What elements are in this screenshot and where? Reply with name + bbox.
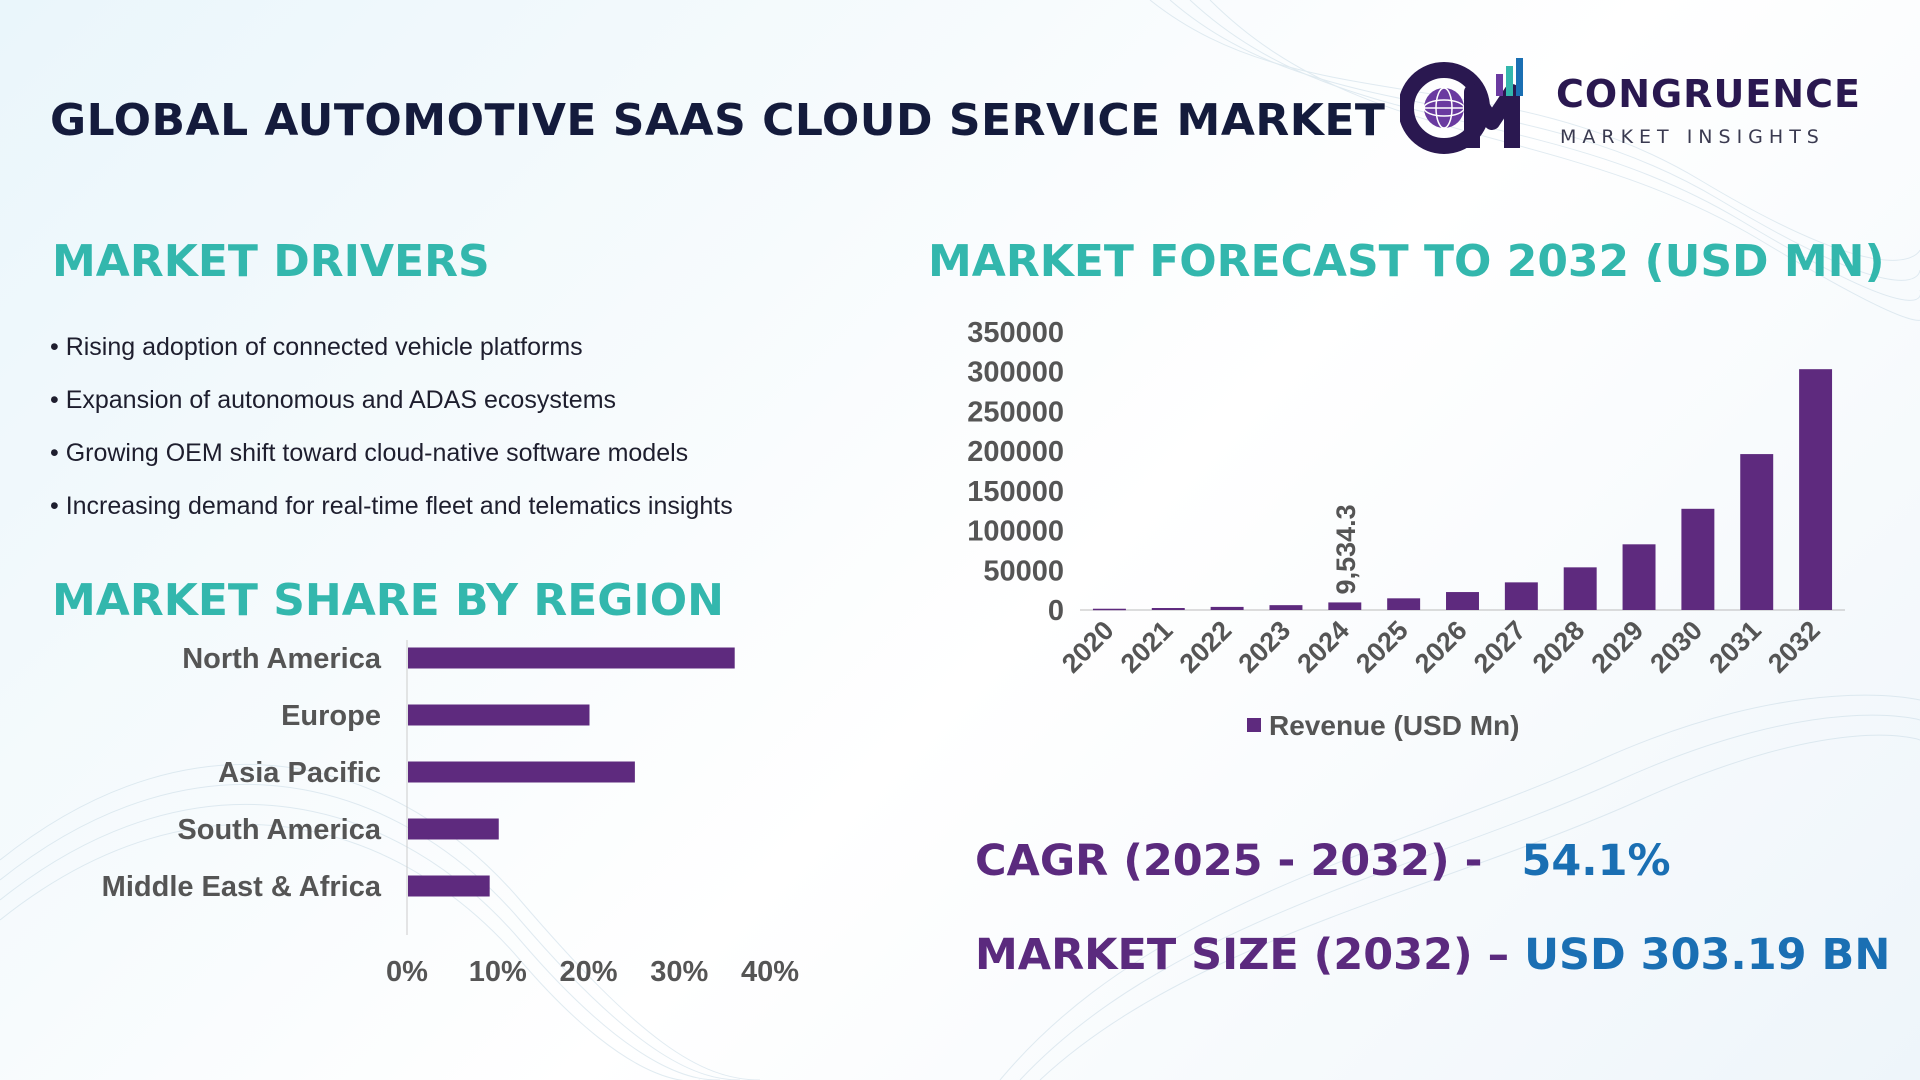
x-tick-label: 20% (559, 956, 617, 988)
market-size-kpi: MARKET SIZE (2032) – USD 303.19 BN (975, 930, 1890, 980)
forecast-bar (1681, 508, 1715, 610)
x-tick-label: 2025 (1350, 615, 1414, 679)
forecast-bar (1622, 544, 1656, 610)
x-tick-label: 2031 (1703, 615, 1767, 679)
region-label: Middle East & Africa (102, 871, 382, 903)
forecast-bar (1328, 602, 1362, 610)
region-label: Asia Pacific (218, 757, 381, 789)
legend-label: Revenue (USD Mn) (1269, 710, 1519, 741)
x-tick-label: 2022 (1174, 615, 1238, 679)
market-size-label: MARKET SIZE (2032) – (975, 930, 1510, 980)
data-label: 9,534.3 (1331, 504, 1361, 594)
driver-item: • Rising adoption of connected vehicle p… (50, 333, 583, 361)
y-tick-label: 50000 (983, 555, 1064, 587)
x-tick-label: 2028 (1527, 615, 1591, 679)
forecast-bar (1799, 369, 1833, 610)
page-title: GLOBAL AUTOMOTIVE SAAS CLOUD SERVICE MAR… (50, 95, 1386, 146)
region-share-chart: North America Europe Asia Pacific South Ame… (102, 640, 799, 988)
region-bar (408, 647, 735, 669)
x-tick-label: 40% (741, 956, 799, 988)
x-tick-label: 2024 (1291, 615, 1355, 679)
x-tick-label: 30% (650, 956, 708, 988)
x-tick-label: 2026 (1409, 615, 1473, 679)
forecast-bar (1151, 608, 1185, 610)
driver-item: • Expansion of autonomous and ADAS ecosy… (50, 386, 617, 414)
forecast-bar (1092, 608, 1126, 611)
x-tick-label: 0% (386, 956, 428, 988)
driver-item: • Increasing demand for real-time fleet … (50, 492, 733, 520)
brand-logo: CONGRUENCE MARKET INSIGHTS (1400, 52, 1880, 162)
y-tick-label: 200000 (967, 436, 1064, 468)
x-tick-label: 2032 (1762, 615, 1826, 679)
region-bar (408, 818, 499, 840)
legend-swatch (1247, 718, 1261, 732)
forecast-title: MARKET FORECAST TO 2032 (USD MN) (928, 236, 1885, 287)
driver-item: • Growing OEM shift toward cloud-native … (50, 439, 689, 467)
y-tick-label: 300000 (967, 357, 1064, 389)
x-tick-label: 2027 (1468, 615, 1532, 679)
drivers-list: • Rising adoption of connected vehicle p… (50, 330, 910, 542)
y-tick-label: 350000 (967, 317, 1064, 349)
logo-name: CONGRUENCE (1556, 72, 1861, 116)
cagr-kpi: CAGR (2025 - 2032) - 54.1% (975, 836, 1671, 886)
forecast-bar (1387, 598, 1421, 610)
region-title: MARKET SHARE BY REGION (52, 575, 724, 626)
x-tick-label: 2020 (1056, 615, 1120, 679)
cagr-value: 54.1% (1521, 836, 1671, 886)
region-bar (408, 875, 490, 897)
region-label: South America (177, 814, 381, 846)
forecast-bar (1563, 567, 1597, 610)
region-bar (408, 761, 635, 783)
region-label: North America (182, 643, 382, 675)
y-tick-label: 100000 (967, 516, 1064, 548)
logo-mark-icon (1400, 58, 1523, 154)
x-tick-label: 2029 (1586, 615, 1650, 679)
x-tick-label: 2030 (1644, 615, 1708, 679)
drivers-title: MARKET DRIVERS (52, 236, 490, 287)
forecast-chart: 350000 300000 250000 200000 150000 100000 5000… (967, 317, 1845, 741)
region-label: Europe (281, 700, 381, 732)
cagr-label: CAGR (2025 - 2032) - (975, 836, 1483, 886)
y-tick-label: 150000 (967, 476, 1064, 508)
forecast-bar (1446, 592, 1479, 610)
forecast-bar (1210, 606, 1244, 610)
forecast-bar (1740, 454, 1774, 610)
x-tick-label: 10% (469, 956, 527, 988)
x-tick-label: 2021 (1115, 615, 1179, 679)
y-tick-label: 0 (1048, 595, 1064, 627)
y-tick-label: 250000 (967, 396, 1064, 428)
forecast-bar (1269, 605, 1303, 610)
logo-subtitle: MARKET INSIGHTS (1560, 126, 1825, 148)
region-bar (408, 704, 590, 726)
forecast-bar (1504, 582, 1538, 610)
market-size-value: USD 303.19 BN (1524, 930, 1891, 980)
x-tick-label: 2023 (1233, 615, 1297, 679)
